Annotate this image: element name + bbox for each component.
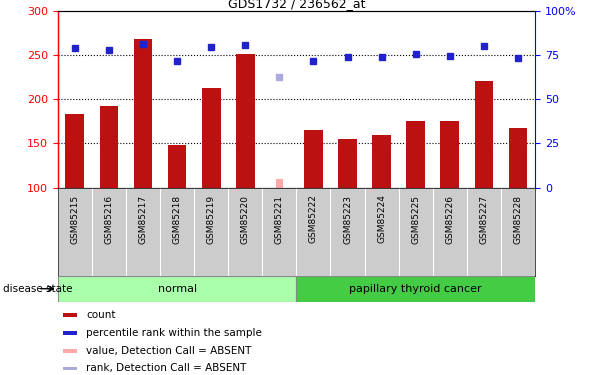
Text: GSM85223: GSM85223 — [343, 195, 352, 243]
Text: normal: normal — [157, 284, 196, 294]
Bar — [236, 54, 255, 188]
Bar — [63, 367, 77, 370]
Text: rank, Detection Call = ABSENT: rank, Detection Call = ABSENT — [86, 363, 247, 374]
Bar — [296, 276, 535, 302]
Bar — [440, 122, 459, 188]
Text: GSM85228: GSM85228 — [514, 195, 522, 243]
Text: GSM85216: GSM85216 — [105, 195, 114, 244]
Text: GSM85215: GSM85215 — [71, 195, 79, 244]
Text: GSM85219: GSM85219 — [207, 195, 216, 244]
Text: disease state: disease state — [3, 284, 72, 294]
Bar — [304, 130, 323, 188]
Text: GSM85217: GSM85217 — [139, 195, 148, 244]
Text: papillary thyroid cancer: papillary thyroid cancer — [350, 284, 482, 294]
Bar — [276, 179, 283, 188]
Text: GSM85224: GSM85224 — [377, 195, 386, 243]
Bar — [202, 88, 221, 188]
Bar — [372, 135, 391, 188]
Bar — [63, 332, 77, 335]
Text: count: count — [86, 310, 116, 320]
Text: GSM85220: GSM85220 — [241, 195, 250, 243]
Text: percentile rank within the sample: percentile rank within the sample — [86, 328, 262, 338]
Bar — [406, 122, 425, 188]
Text: GSM85221: GSM85221 — [275, 195, 284, 243]
Bar — [134, 39, 153, 188]
Text: value, Detection Call = ABSENT: value, Detection Call = ABSENT — [86, 346, 252, 356]
Bar — [338, 139, 357, 188]
Title: GDS1732 / 236562_at: GDS1732 / 236562_at — [227, 0, 365, 10]
Bar — [509, 129, 527, 188]
Text: GSM85227: GSM85227 — [479, 195, 488, 243]
Text: GSM85225: GSM85225 — [411, 195, 420, 243]
Bar — [58, 276, 296, 302]
Text: GSM85226: GSM85226 — [445, 195, 454, 243]
Bar — [66, 114, 84, 188]
Bar — [168, 145, 187, 188]
Text: GSM85222: GSM85222 — [309, 195, 318, 243]
Bar — [63, 349, 77, 353]
Text: GSM85218: GSM85218 — [173, 195, 182, 244]
Bar — [474, 81, 493, 188]
Bar — [100, 105, 119, 188]
Bar — [63, 313, 77, 317]
